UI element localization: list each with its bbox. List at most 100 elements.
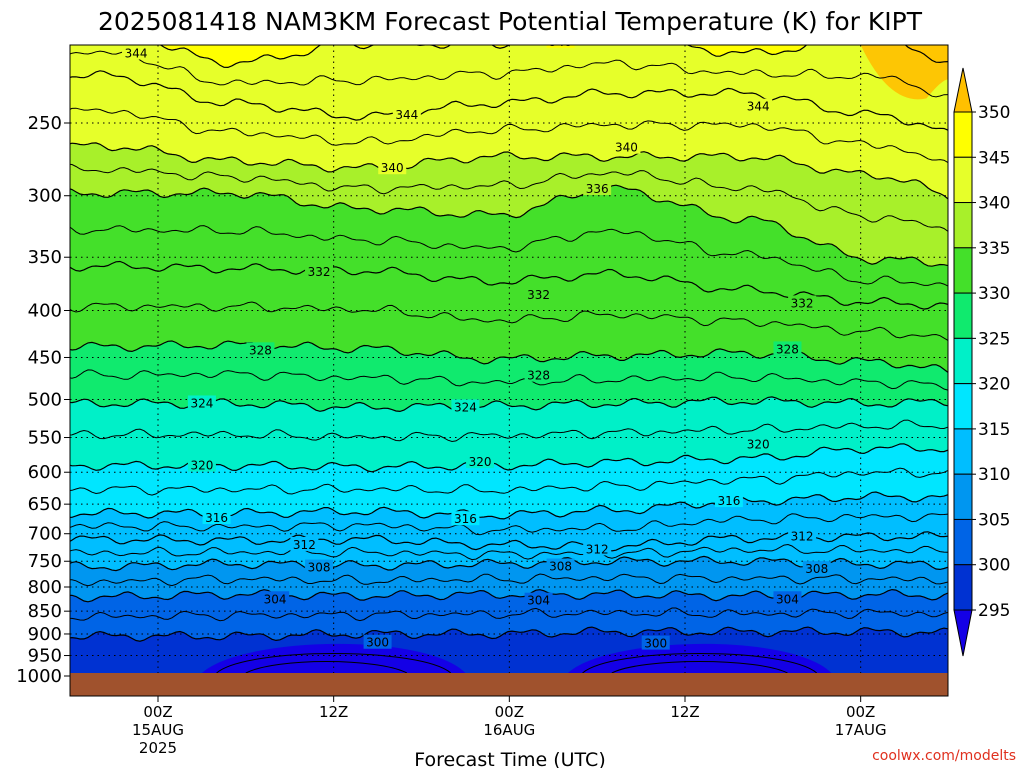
- contour-label: 316: [454, 512, 477, 526]
- y-tick-label: 350: [28, 247, 62, 268]
- contour-label: 320: [747, 438, 770, 452]
- contour-label: 320: [469, 455, 492, 469]
- contour-label: 328: [527, 369, 550, 383]
- colorbar-label: 350: [978, 103, 1010, 123]
- y-tick-label: 850: [28, 601, 62, 622]
- x-tick-label: 2025: [139, 739, 177, 757]
- colorbar-bin: [953, 473, 973, 520]
- colorbar-bin: [953, 247, 973, 294]
- colorbar-legend: 350 345 340 335 330 325 320 315 310 305 300 295: [953, 67, 1010, 657]
- contour-label: 308: [549, 560, 572, 574]
- contour-label-bg: [290, 536, 319, 551]
- contour-label-bg: [583, 181, 612, 196]
- contour-332: [70, 260, 948, 310]
- y-tick-label: 550: [28, 428, 62, 449]
- contour-intermediate: [70, 301, 948, 341]
- contour-label: 308: [308, 561, 331, 575]
- y-tick-label: 600: [28, 462, 62, 483]
- colorbar-label: 345: [978, 148, 1010, 168]
- contour-label: 328: [249, 343, 272, 357]
- x-tick-label: 16AUG: [483, 721, 535, 739]
- contour-label: 308: [805, 562, 828, 576]
- watermark: coolwx.com/modelts: [872, 748, 1016, 764]
- contour-label: 300: [644, 637, 667, 651]
- contour-intermediate: [70, 513, 948, 536]
- colorbar-label: 310: [978, 465, 1010, 485]
- contour-label-bg: [583, 541, 612, 556]
- y-tick-label: 800: [28, 577, 62, 598]
- contour-label: 336: [586, 182, 609, 196]
- contour-label-bg: [641, 635, 670, 650]
- colorbar-bin: [953, 156, 973, 204]
- y-tick-label: 1000: [16, 666, 62, 687]
- contour-pocket: [582, 653, 818, 674]
- contour-label-bg: [546, 45, 575, 48]
- colorbar-label: 320: [978, 375, 1010, 395]
- contour-label-bg: [261, 591, 290, 606]
- contour-lines: [70, 45, 948, 674]
- y-tick-label: 750: [28, 551, 62, 572]
- contour-label-bg: [466, 454, 495, 469]
- contour-intermediate: [70, 50, 948, 98]
- contour-label: 328: [776, 342, 799, 356]
- contour-pocket: [216, 653, 452, 674]
- x-tick-label: 12Z: [319, 703, 348, 721]
- contour-labels: 348 344 344 344 340 340 336 332 332 332 328 328 328 3…: [122, 45, 831, 651]
- contour-label-bg: [187, 457, 216, 472]
- contour-300: [70, 626, 948, 642]
- contour-label-bg: [773, 591, 802, 606]
- contour-intermediate: [70, 607, 948, 622]
- colorbar-label: 330: [978, 284, 1010, 304]
- contour-label: 344: [125, 46, 148, 60]
- x-tick-label: 00Z: [846, 703, 875, 721]
- contour-label: 304: [527, 594, 550, 608]
- colorbar-label: 300: [978, 556, 1010, 576]
- contour-intermediate: [70, 369, 948, 391]
- contour-intermediate: [70, 225, 948, 287]
- contour-label: 332: [308, 265, 331, 279]
- x-tick-label: 15AUG: [132, 721, 184, 739]
- colorbar-bin: [953, 337, 973, 385]
- filled-bands: [70, 45, 948, 696]
- colorbar-bin: [953, 292, 973, 339]
- contour-label: 344: [747, 100, 770, 114]
- y-axis: 2503003504004505005506006507007508008509…: [16, 113, 70, 687]
- contour-label-bg: [773, 341, 802, 356]
- contour-intermediate: [70, 467, 948, 496]
- contour-intermediate: [70, 543, 948, 561]
- cold-pocket-day1: [201, 643, 466, 673]
- colorbar-bin: [953, 383, 973, 430]
- colorbar-label: 340: [978, 194, 1010, 214]
- contour-label: 316: [205, 511, 228, 525]
- contour-label-bg: [202, 510, 231, 525]
- contour-pocket: [245, 661, 408, 674]
- contour-label: 312: [293, 538, 316, 552]
- contour-label: 316: [717, 494, 740, 508]
- contour-344: [70, 70, 948, 131]
- x-tick-label: 12Z: [670, 703, 699, 721]
- y-tick-label: 950: [28, 646, 62, 667]
- cold-pocket-day2: [567, 643, 832, 673]
- contour-label-bg: [546, 558, 575, 573]
- contour-label-bg: [524, 367, 553, 382]
- contour-label-bg: [802, 561, 831, 576]
- x-axis-title: Forecast Time (UTC): [414, 749, 605, 768]
- contour-label: 340: [381, 161, 404, 175]
- contour-label-bg: [305, 559, 334, 574]
- contour-label: 332: [791, 296, 814, 310]
- x-tick-label: 17AUG: [835, 721, 887, 739]
- colorbar-label: 325: [978, 329, 1010, 349]
- contour-348: [159, 45, 948, 69]
- contour-label-bg: [788, 528, 817, 543]
- contour-intermediate: [70, 573, 948, 587]
- contour-label-bg: [378, 160, 407, 175]
- contour-label-bg: [363, 634, 392, 649]
- contour-label-bg: [246, 342, 275, 357]
- colorbar-label: 335: [978, 239, 1010, 259]
- y-tick-label: 400: [28, 300, 62, 321]
- contour-label-bg: [714, 493, 743, 508]
- contour-label: 312: [791, 530, 814, 544]
- contour-label: 340: [615, 141, 638, 155]
